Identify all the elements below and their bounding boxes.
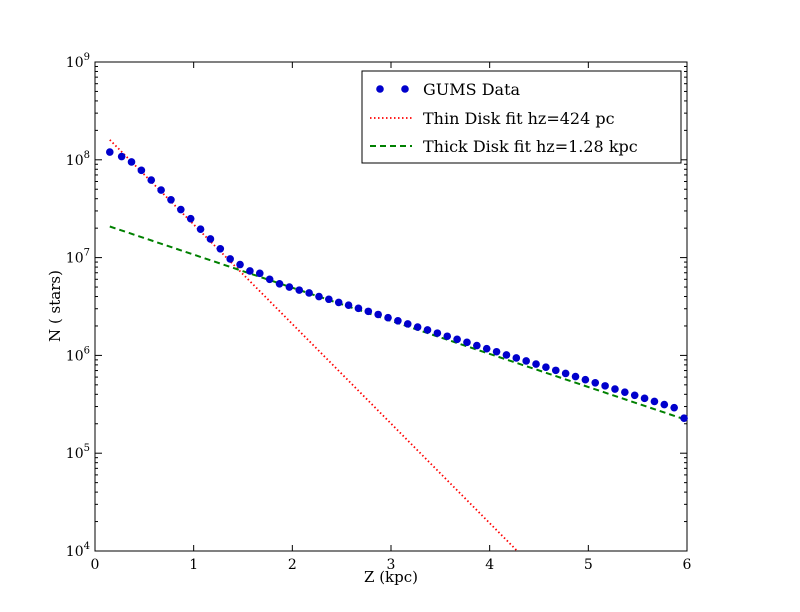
- legend: GUMS Data Thin Disk fit hz=424 pc Thick …: [361, 70, 682, 164]
- gums-data-point: [581, 375, 590, 384]
- series-layer: [106, 139, 688, 552]
- gums-data-point: [325, 295, 333, 304]
- x-tick-label: 0: [91, 557, 100, 573]
- gums-data-point: [621, 388, 629, 396]
- gums-data-point: [315, 292, 323, 301]
- gums-data-point: [206, 235, 215, 243]
- gums-data-point: [354, 304, 363, 313]
- gums-data-point: [334, 298, 343, 307]
- y-tick-label: 104: [66, 541, 90, 560]
- gums-data-point: [423, 326, 432, 334]
- legend-label-thick-disk: Thick Disk fit hz=1.28 kpc: [423, 137, 638, 156]
- gums-data-point: [394, 316, 402, 325]
- gums-data-point: [167, 195, 175, 204]
- gums-data-point: [275, 279, 284, 288]
- gums-data-point: [473, 341, 481, 350]
- gums-data-point: [660, 400, 669, 409]
- x-axis: 0 1 2 3 4 5 6: [91, 62, 692, 573]
- x-tick-label: 1: [189, 557, 198, 573]
- gums-data-point: [137, 166, 146, 175]
- gums-data-point: [106, 148, 114, 156]
- gums-data-point: [670, 403, 678, 412]
- gums-data-point: [482, 344, 491, 353]
- gums-data-point: [177, 205, 185, 214]
- gums-data-point: [344, 301, 353, 310]
- gums-data-point: [611, 385, 619, 393]
- gums-data-point: [236, 260, 244, 269]
- gums-data-point: [196, 225, 205, 234]
- gums-data-point: [453, 335, 461, 344]
- gums-data-point: [117, 152, 126, 161]
- legend-label-thin-disk: Thin Disk fit hz=424 pc: [423, 109, 615, 128]
- gums-data-point: [305, 289, 313, 297]
- gums-data-point: [542, 363, 550, 372]
- x-tick-label: 6: [683, 557, 692, 573]
- gums-data-point: [591, 378, 600, 387]
- gums-data-point: [295, 286, 304, 294]
- gums-data-point: [246, 267, 254, 275]
- legend-box: [361, 70, 682, 164]
- gums-data-point: [512, 354, 521, 362]
- gums-data-point: [265, 275, 274, 284]
- x-tick-label: 2: [288, 557, 297, 573]
- gums-data-point: [285, 283, 294, 291]
- y-tick-label: 105: [66, 443, 90, 462]
- gums-data-point: [463, 338, 471, 347]
- gums-data-point: [680, 414, 688, 422]
- x-tick-label: 3: [387, 557, 396, 573]
- gums-data-point: [374, 310, 382, 319]
- gums-data-point: [216, 245, 225, 253]
- gums-data-point: [226, 255, 234, 263]
- gums-data-point: [147, 176, 156, 184]
- gums-data-point: [601, 382, 609, 390]
- y-tick-label: 109: [66, 52, 90, 71]
- y-tick-label: 106: [66, 345, 90, 364]
- y-axis-label: N ( stars): [46, 270, 64, 342]
- gums-data-point: [532, 360, 540, 368]
- gums-data-point: [640, 394, 649, 403]
- gums-data-point: [571, 372, 580, 381]
- gums-data-point: [551, 366, 560, 375]
- legend-marker-gums: [401, 85, 409, 93]
- gums-data-point: [650, 397, 659, 406]
- y-tick-label: 107: [66, 248, 90, 267]
- gums-data-point: [492, 347, 501, 356]
- y-axis: 104 105 106 107 108 109: [66, 52, 687, 560]
- gums-data-point: [443, 332, 452, 341]
- gums-data-point: [255, 269, 264, 278]
- gums-data-point: [186, 214, 195, 223]
- gums-data-point: [413, 323, 422, 331]
- legend-label-gums: GUMS Data: [423, 80, 520, 99]
- gums-data-point: [384, 313, 392, 322]
- gums-data-point: [522, 357, 530, 365]
- gums-data-point: [157, 186, 165, 194]
- gums-data-point: [364, 307, 373, 316]
- x-axis-label: Z (kpc): [364, 568, 418, 586]
- gums-data-point: [127, 158, 136, 166]
- gums-data-point: [403, 320, 412, 328]
- gums-data-point: [433, 329, 442, 337]
- legend-marker-gums: [376, 85, 384, 93]
- x-tick-label: 4: [485, 557, 494, 573]
- gums-data-point: [502, 351, 511, 359]
- y-tick-label: 108: [66, 150, 90, 169]
- x-tick-label: 5: [584, 557, 593, 573]
- gums-data-point: [630, 391, 639, 400]
- gums-data-point: [561, 369, 570, 378]
